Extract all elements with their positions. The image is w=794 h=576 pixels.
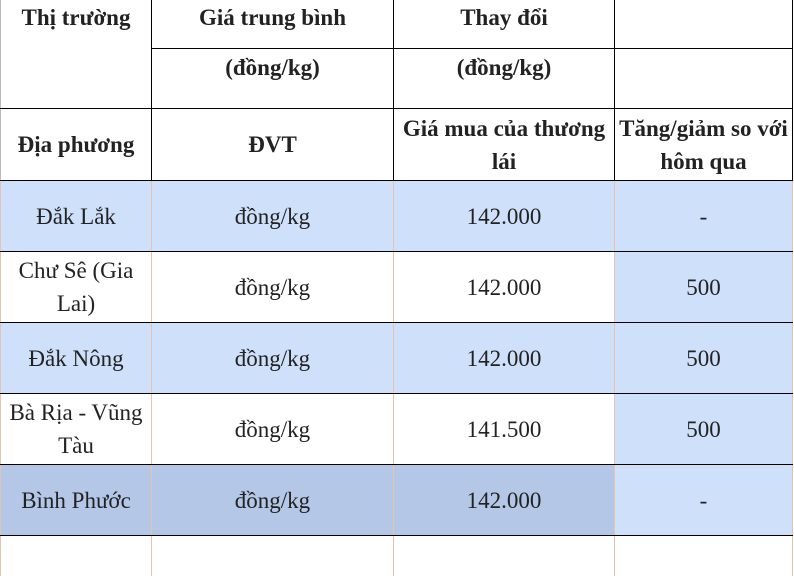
- unit-cell: đồng/kg: [151, 180, 394, 252]
- header-market: Thị trường: [0, 0, 152, 109]
- header-empty: [614, 0, 793, 49]
- change-cell: 500: [614, 322, 793, 394]
- price-cell: 141.500: [393, 393, 615, 465]
- price-cell: 142.000: [393, 322, 615, 394]
- header-buy-price: Giá mua của thương lái: [393, 108, 615, 181]
- unit-cell: đồng/kg: [151, 393, 394, 465]
- header-diff: Tăng/giảm so với hôm qua: [614, 108, 793, 181]
- header-row-2: (đồng/kg) (đồng/kg): [1, 48, 793, 109]
- change-cell: -: [614, 180, 793, 252]
- header-row-1: Thị trường Giá trung bình Thay đổi: [0, 0, 793, 109]
- region-cell: Đắk Lắk: [0, 180, 152, 252]
- unit-cell: đồng/kg: [151, 251, 394, 323]
- price-cell: 142.000: [393, 180, 615, 252]
- region-cell: Chư Sê (Gia Lai): [0, 251, 152, 323]
- header-avg-price: Giá trung bình: [151, 0, 394, 49]
- region-cell: Đắk Nông: [0, 322, 152, 394]
- change-cell: 500: [614, 393, 793, 465]
- header-region: Địa phương: [0, 108, 152, 181]
- table-row: Chư Sê (Gia Lai) đồng/kg 142.000 500: [0, 251, 793, 323]
- header-change-unit: (đồng/kg): [393, 48, 615, 109]
- change-cell: -: [614, 464, 793, 536]
- header-change: Thay đổi: [393, 0, 615, 49]
- unit-cell: đồng/kg: [151, 464, 394, 536]
- region-cell: Bà Rịa - Vũng Tàu: [0, 393, 152, 465]
- header-row-3: Địa phương ĐVT Giá mua của thương lái Tă…: [0, 108, 793, 181]
- unit-cell: đồng/kg: [151, 322, 394, 394]
- price-cell: 142.000: [393, 251, 615, 323]
- header-empty-2: [614, 48, 793, 109]
- table-row: Đắk Lắk đồng/kg 142.000 -: [0, 180, 793, 252]
- table-row: Bình Phước đồng/kg 142.000 -: [0, 464, 793, 536]
- region-cell: Bình Phước: [0, 464, 152, 536]
- header-unit: ĐVT: [151, 108, 394, 181]
- header-avg-unit: (đồng/kg): [151, 48, 394, 109]
- change-cell: 500: [614, 251, 793, 323]
- table-row: Bà Rịa - Vũng Tàu đồng/kg 141.500 500: [0, 393, 793, 465]
- table-row: Đắk Nông đồng/kg 142.000 500: [0, 322, 793, 394]
- price-cell: 142.000: [393, 464, 615, 536]
